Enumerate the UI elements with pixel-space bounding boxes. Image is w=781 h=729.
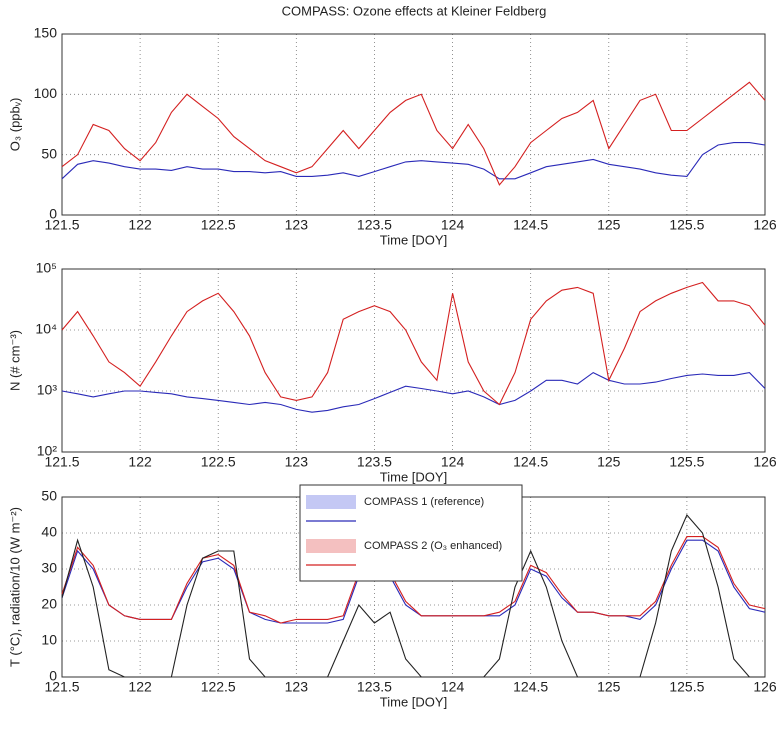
legend-label: COMPASS 1 (reference) [364,496,484,508]
data-line [61,142,766,180]
data-line [61,539,766,624]
y-tick-label: 0 [49,668,57,684]
y-tick-label: 10⁵ [36,260,57,276]
y-tick-label: 30 [41,560,57,576]
data-line [61,371,766,413]
x-tick-label: 125.5 [669,679,704,695]
y-tick-label: 10⁴ [35,321,57,337]
y-tick-label: 40 [41,524,57,540]
x-tick-label: 121.5 [44,454,79,470]
x-tick-label: 122 [128,454,152,470]
data-line [61,536,766,624]
y-tick-label: 50 [41,145,57,161]
x-tick-label: 122.5 [201,679,236,695]
y-tick-label: 50 [41,488,57,504]
plot-frame [61,33,766,216]
chart-title: COMPASS: Ozone effects at Kleiner Feldbe… [282,3,547,18]
x-tick-label: 125 [597,217,621,233]
x-tick-label: 123.5 [357,454,392,470]
x-axis-label: Time [DOY] [380,469,447,484]
y-tick-label: 100 [34,85,58,101]
x-tick-label: 124 [441,679,465,695]
x-tick-label: 125.5 [669,217,704,233]
data-line [61,81,766,186]
x-tick-label: 123 [285,217,309,233]
x-tick-label: 122.5 [201,217,236,233]
data-line [61,513,765,678]
x-tick-label: 124 [441,217,465,233]
x-tick-label: 125 [597,454,621,470]
x-axis-label: Time [DOY] [380,694,447,709]
x-tick-label: 125 [597,679,621,695]
x-tick-label: 126 [753,217,777,233]
y-tick-label: 150 [34,25,58,41]
legend-label: COMPASS 2 (O₃ enhanced) [364,540,502,552]
y-axis-label: N (# cm⁻³) [7,330,22,391]
legend: COMPASS 1 (reference) COMPASS 2 (O₃ enhan… [299,484,523,582]
x-tick-label: 125.5 [669,454,704,470]
x-tick-label: 122 [128,679,152,695]
x-tick-label: 124.5 [513,454,548,470]
x-tick-label: 124.5 [513,679,548,695]
legend-swatch [306,539,356,553]
x-tick-label: 124 [441,454,465,470]
x-tick-label: 122 [128,217,152,233]
x-tick-label: 126 [753,454,777,470]
y-tick-label: 10 [41,632,57,648]
x-tick-label: 123.5 [357,679,392,695]
y-axis-label: O₃ (ppbᵥ) [7,98,22,152]
x-tick-label: 124.5 [513,217,548,233]
x-tick-label: 123.5 [357,217,392,233]
y-tick-label: 10³ [37,382,58,398]
legend-swatch [306,495,356,509]
x-tick-label: 122.5 [201,454,236,470]
y-tick-label: 0 [49,206,57,222]
x-tick-label: 126 [753,679,777,695]
x-tick-label: 123 [285,454,309,470]
x-axis-label: Time [DOY] [380,232,447,247]
y-tick-label: 20 [41,596,57,612]
x-tick-label: 121.5 [44,217,79,233]
x-tick-label: 121.5 [44,679,79,695]
data-line [61,281,766,406]
y-tick-label: 10² [37,443,58,459]
x-tick-label: 123 [285,679,309,695]
plot-frame [61,268,766,453]
y-axis-label: T (°C), radiation/10 (W m⁻²) [7,507,22,667]
